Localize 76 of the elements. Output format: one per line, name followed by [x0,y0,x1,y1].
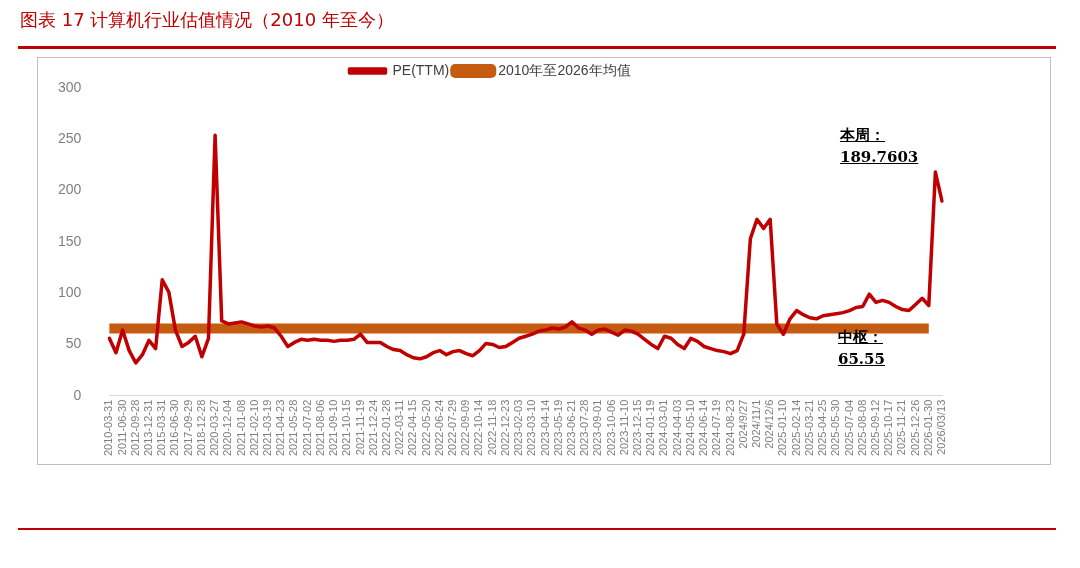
x-tick-label: 2021-03-19 [260,399,273,457]
chart-title: 图表 17 计算机行业估值情况（2010 年至今） [20,8,394,32]
x-tick-label: 2013-12-31 [142,399,155,457]
x-tick-label: 2022-11-18 [485,399,498,456]
x-tick-label: 2021-10-15 [340,399,353,457]
x-tick-label: 2024/9/27 [736,399,749,449]
x-tick-label: 2024-05-10 [683,399,696,457]
x-tick-label: 2021-01-08 [234,399,247,457]
x-tick-label: 2020-12-04 [221,399,234,457]
y-tick-label: 150 [58,232,82,249]
x-tick-label: 2023-12-15 [631,399,644,457]
x-tick-label: 2024-07-19 [710,399,723,457]
y-tick-label: 300 [58,78,82,95]
x-tick-label: 2022-03-11 [393,399,406,456]
legend-label: 2010年至2026年均值 [498,61,631,78]
x-tick-label: 2025-11-21 [895,399,908,456]
legend-label: PE(TTM) [392,61,450,78]
x-tick-label: 2021-12-24 [366,399,379,457]
x-tick-label: 2023-07-28 [578,399,591,457]
y-tick-label: 250 [58,130,82,147]
x-tick-label: 2016-06-30 [168,399,181,457]
x-tick-label: 2022-05-20 [419,399,432,457]
x-tick-label: 2024-08-23 [723,399,736,457]
x-tick-label: 2025-10-17 [882,399,895,457]
x-tick-label: 2025-12-26 [908,399,921,457]
x-tick-label: 2023-02-03 [512,399,525,457]
x-tick-label: 2021-05-28 [287,399,300,457]
x-tick-label: 2024/11/1 [750,399,762,448]
x-tick-label: 2022-07-29 [446,399,459,457]
annotation: 中枢： 65.55 [838,327,885,370]
y-tick-label: 0 [73,386,82,403]
x-tick-label: 2011-06-30 [115,399,128,456]
x-tick-label: 2012-09-28 [128,399,141,457]
x-tick-label: 2025-07-04 [842,399,855,457]
x-tick-label: 2021-07-02 [300,399,313,457]
x-tick-label: 2022-01-28 [379,399,392,457]
x-tick-label: 2021-04-23 [274,399,287,457]
x-tick-label: 2021-11-19 [353,399,366,456]
x-tick-label: 2025-02-14 [789,399,802,457]
x-tick-label: 2022-12-23 [498,399,511,457]
x-tick-label: 2022-09-09 [459,399,472,457]
x-tick-label: 2020-03-27 [208,399,221,457]
x-tick-label: 2021-02-10 [247,399,260,457]
x-tick-label: 2024-06-14 [697,399,710,457]
x-tick-label: 2022-06-24 [432,399,445,457]
x-tick-label: 2021-08-06 [313,399,326,457]
x-tick-label: 2025-05-30 [829,399,842,457]
x-tick-label: 2022-04-15 [406,399,419,457]
y-tick-label: 200 [58,181,82,198]
x-tick-label: 2025-03-21 [802,399,815,457]
x-tick-label: 2024/12/6 [763,399,776,449]
x-tick-label: 2025-09-12 [868,399,881,457]
x-tick-label: 2023-11-10 [617,399,630,456]
x-tick-label: 2023-06-21 [564,399,577,457]
x-tick-label: 2025-08-08 [855,399,868,457]
x-tick-label: 2023-10-06 [604,399,617,457]
x-tick-label: 2022-10-14 [472,399,485,457]
annotation: 本周： 189.7603 [840,125,919,168]
x-tick-label: 2021-09-10 [327,399,340,457]
x-tick-label: 2024-04-03 [670,399,683,457]
x-tick-label: 2018-12-28 [194,399,207,457]
x-tick-label: 2023-05-19 [551,399,564,457]
y-tick-label: 100 [58,284,82,301]
x-tick-label: 2024-03-01 [657,399,670,457]
x-tick-label: 2024-01-19 [644,399,657,457]
y-tick-label: 50 [65,335,82,352]
x-tick-label: 2015-03-31 [155,399,168,457]
x-tick-label: 2023-04-14 [538,399,551,457]
x-tick-label: 2026-01-30 [921,399,934,457]
x-tick-label: 2026/03/13 [935,399,948,455]
x-tick-label: 2017-09-29 [181,399,194,457]
x-tick-label: 2025-04-25 [816,399,829,457]
x-tick-label: 2023-09-01 [591,399,604,457]
x-tick-label: 2025-01-10 [776,399,789,457]
x-tick-label: 2010-03-31 [102,399,115,457]
x-tick-label: 2023-03-10 [525,399,538,457]
